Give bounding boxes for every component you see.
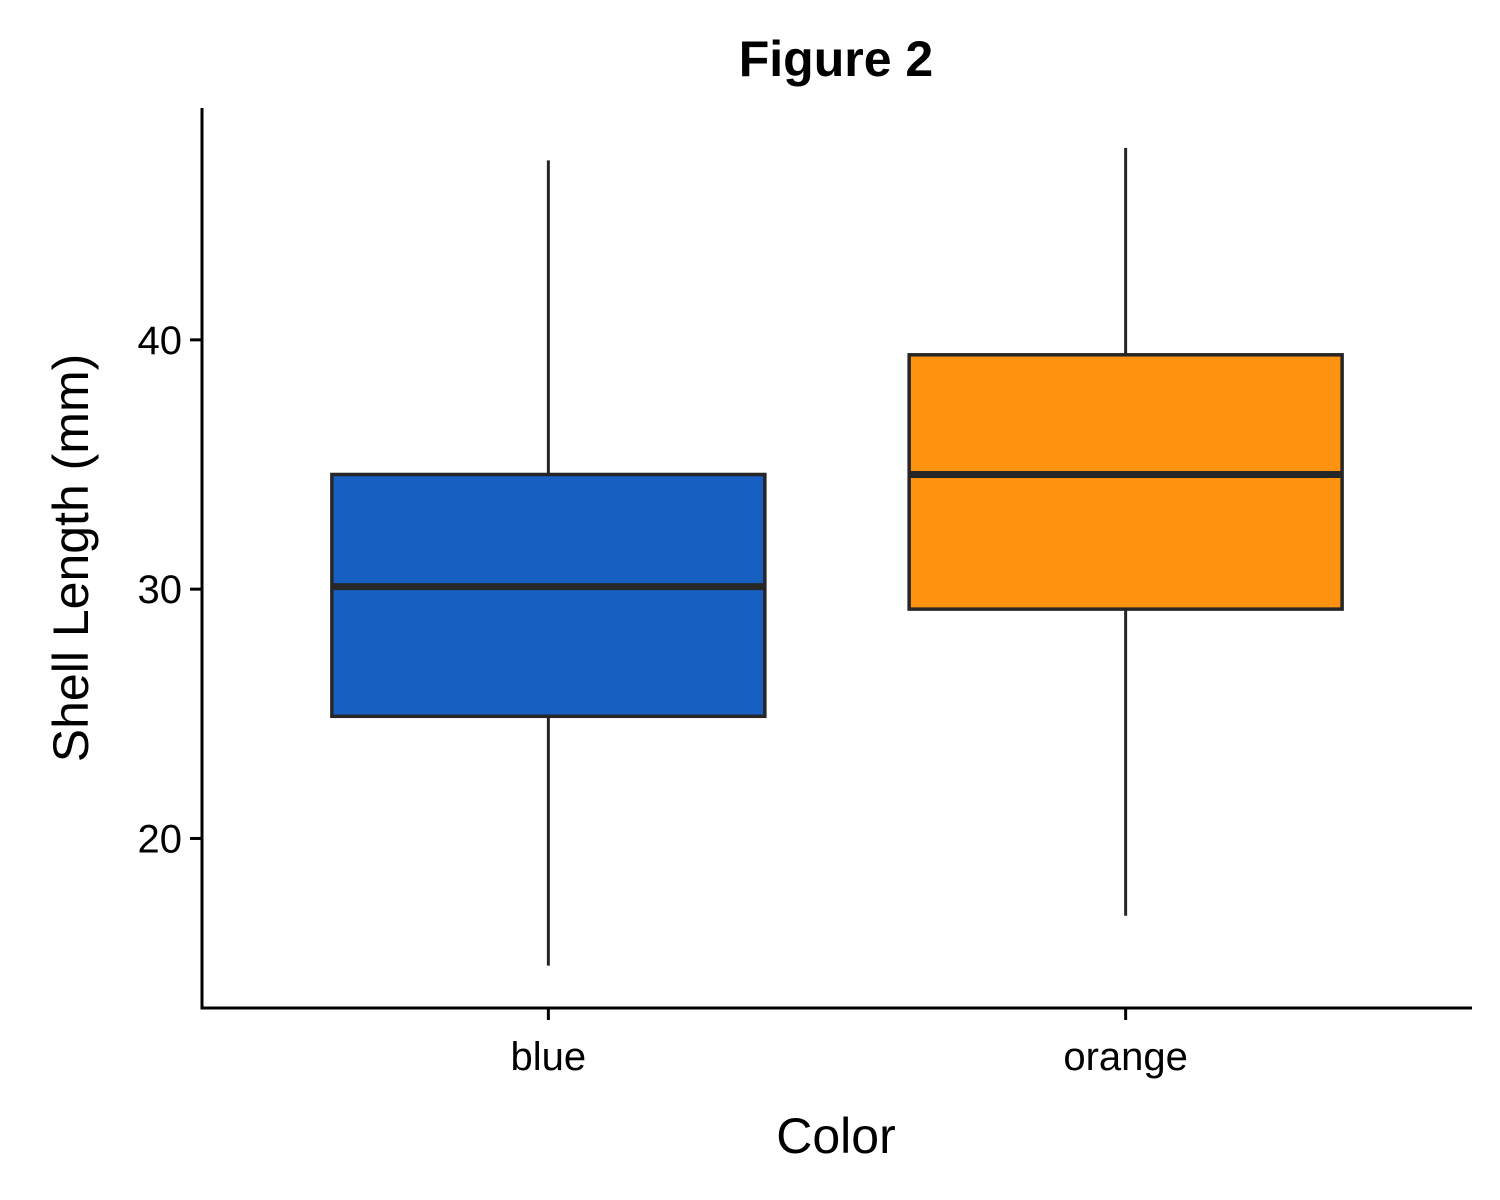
y-tick-label: 30 xyxy=(138,568,183,612)
x-tick-label-blue: blue xyxy=(511,1035,587,1079)
x-tick-label-orange: orange xyxy=(1063,1035,1188,1079)
y-tick-label: 40 xyxy=(138,319,183,363)
y-tick-label: 20 xyxy=(138,817,183,861)
x-axis-title: Color xyxy=(776,1108,895,1164)
box-blue xyxy=(330,472,767,719)
box-orange xyxy=(907,353,1344,611)
y-axis-title: Shell Length (mm) xyxy=(43,354,99,763)
plot-area: 20 30 40 blue orange xyxy=(138,108,1472,1079)
chart-title: Figure 2 xyxy=(739,31,933,87)
